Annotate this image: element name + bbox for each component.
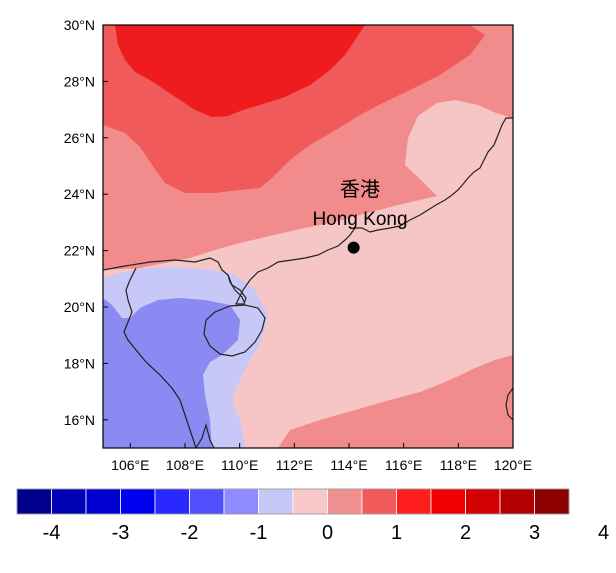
colorbar-swatch	[465, 488, 501, 515]
x-tick-label: 120°E	[494, 457, 532, 473]
colorbar-label: -4	[43, 522, 61, 544]
colorbar-label: 1	[391, 522, 402, 544]
coastline-taiwan-edge	[505, 387, 513, 421]
colorbar-labels: -4 -3 -2 -1 0 1 2 3 4	[43, 522, 609, 544]
y-axis: 16°N 18°N 20°N 22°N 24°N 26°N 28°N 30°N	[64, 17, 108, 428]
y-tick-label: 30°N	[64, 17, 95, 33]
colorbar-swatch	[327, 488, 363, 515]
colorbar-frame	[16, 488, 570, 515]
x-axis: 106°E 108°E 110°E 112°E 114°E 116°E 118°E 120°E	[111, 443, 532, 473]
x-tick-label: 114°E	[330, 457, 367, 473]
colorbar-swatch	[51, 488, 87, 515]
colorbar-label: 3	[529, 522, 540, 544]
x-tick-label: 112°E	[276, 457, 313, 473]
coastline-hainan-island	[203, 304, 266, 357]
y-tick-label: 18°N	[64, 355, 95, 371]
colorbar-swatch	[534, 488, 570, 515]
contour-light-red-se	[278, 355, 513, 448]
colorbar-swatch	[292, 488, 328, 515]
colorbar-swatch	[258, 488, 294, 515]
y-tick-label: 24°N	[64, 186, 95, 202]
x-tick-label: 108°E	[166, 457, 204, 473]
annotation-label-zh: 香港	[340, 177, 380, 201]
colorbar-swatch	[223, 488, 259, 515]
colorbar-label: -2	[181, 522, 199, 544]
contour-medium-blue-sw	[103, 298, 240, 448]
colorbar-label: 2	[460, 522, 471, 544]
coastline-vietnam	[123, 267, 197, 448]
y-tick-label: 20°N	[64, 299, 95, 315]
contour-fill-layer	[103, 25, 513, 448]
x-tick-label: 118°E	[440, 457, 477, 473]
colorbar-swatch	[16, 488, 52, 515]
annotation-label-en: Hong Kong	[312, 209, 407, 230]
colorbar-swatch	[189, 488, 225, 515]
coastlines	[103, 117, 513, 448]
colorbar-label: 0	[322, 522, 333, 544]
colorbar-swatch	[154, 488, 190, 515]
colorbar-swatch	[85, 488, 121, 515]
contour-red-core	[115, 25, 365, 117]
coastline-south-vietnam	[195, 422, 215, 448]
coastline-leizhou-peninsula	[227, 274, 245, 303]
hong-kong-location-marker	[347, 241, 360, 254]
x-tick-label: 116°E	[385, 457, 422, 473]
colorbar-label: -3	[112, 522, 130, 544]
contour-medium-red-west-notch	[103, 180, 112, 207]
hong-kong-annotation: 香港 Hong Kong	[312, 177, 408, 254]
y-tick-label: 26°N	[64, 130, 95, 146]
colorbar-swatch	[361, 488, 397, 515]
colorbar-swatch	[499, 488, 535, 515]
x-tick-label: 106°E	[111, 457, 149, 473]
colorbar	[16, 488, 570, 515]
colorbar-label: 4	[598, 522, 609, 544]
plot-frame	[102, 24, 514, 449]
y-tick-label: 28°N	[64, 73, 95, 89]
colorbar-label: -1	[250, 522, 268, 544]
colorbar-swatch	[430, 488, 466, 515]
colorbar-swatch	[120, 488, 156, 515]
y-tick-label: 22°N	[64, 243, 95, 259]
x-tick-label: 110°E	[221, 457, 258, 473]
colorbar-swatch	[396, 488, 432, 515]
y-tick-label: 16°N	[64, 412, 95, 428]
